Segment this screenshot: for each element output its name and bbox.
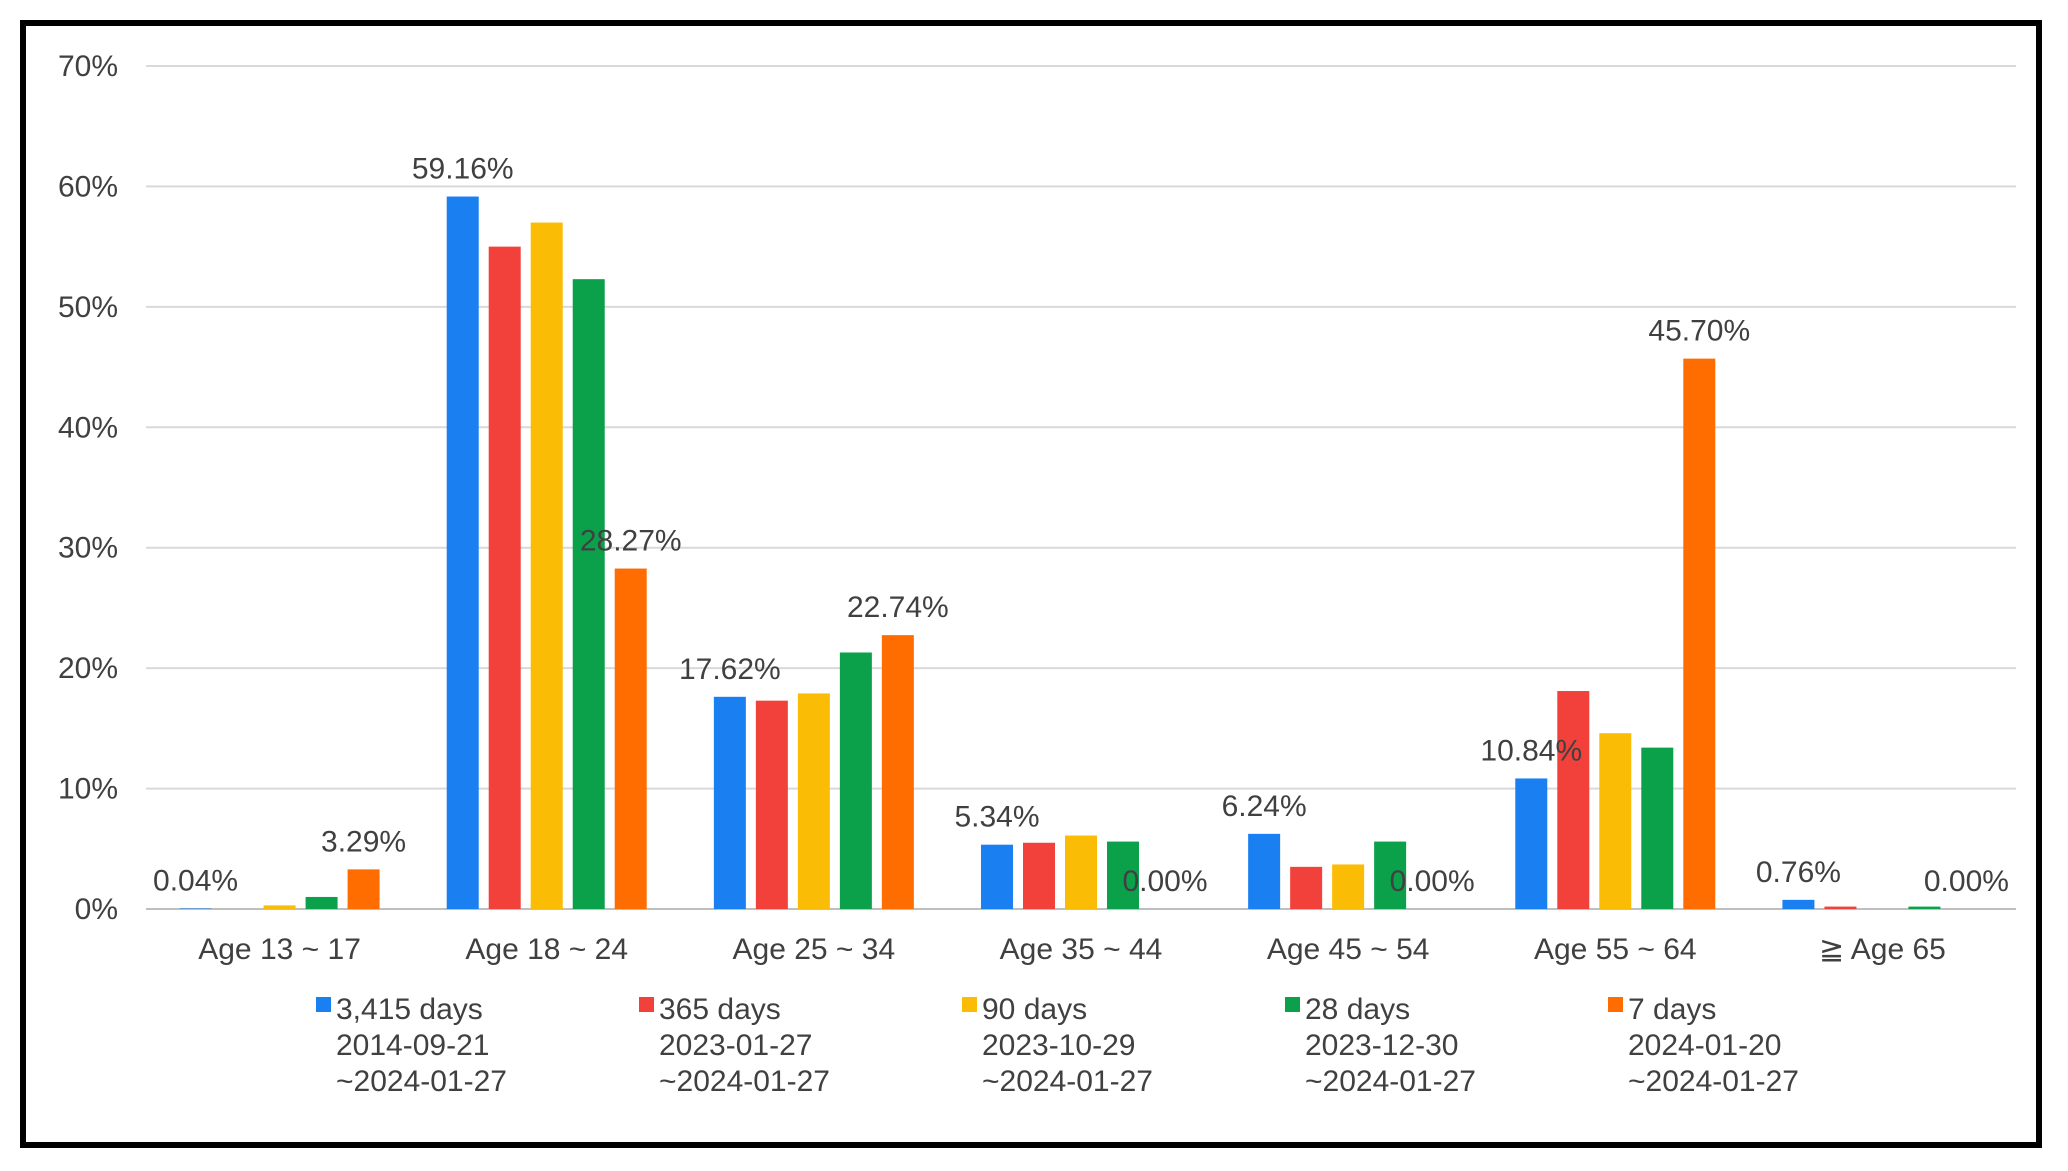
legend-swatch	[1608, 997, 1623, 1012]
data-label: 5.34%	[954, 801, 1039, 834]
data-label: 3.29%	[321, 825, 406, 858]
bar	[1107, 841, 1139, 909]
data-label: 0.00%	[1122, 865, 1207, 898]
y-tick-label: 10%	[58, 773, 118, 806]
bar	[1908, 906, 1941, 909]
bar	[797, 693, 830, 909]
category-label: Age 55 ~ 64	[1534, 933, 1697, 966]
data-label: 28.27%	[580, 525, 682, 558]
bar	[1557, 691, 1590, 909]
bar	[839, 652, 872, 909]
gridlines	[146, 65, 2016, 910]
y-tick-label: 60%	[58, 170, 118, 203]
data-label: 0.00%	[1924, 865, 2009, 898]
category-label: ≧ Age 65	[1819, 933, 1946, 966]
y-tick-label: 30%	[58, 532, 118, 565]
bars	[179, 196, 1941, 910]
data-label: 17.62%	[679, 653, 781, 686]
data-labels: 0.04% 3.29% 59.16% 28.27% 17.62% 22.74% 5.34% 0…	[153, 153, 2009, 898]
bar	[1332, 864, 1365, 909]
legend-label: 2023-12-30	[1305, 1029, 1458, 1062]
category-label: Age 45 ~ 54	[1267, 933, 1430, 966]
bar	[488, 246, 521, 910]
category-label: Age 25 ~ 34	[733, 933, 896, 966]
legend-label: 365 days	[659, 993, 781, 1026]
bar	[1248, 833, 1281, 909]
bar	[1782, 899, 1815, 909]
bar	[1599, 733, 1632, 909]
legend-swatch	[962, 997, 977, 1012]
bar	[1290, 866, 1323, 909]
bar	[755, 700, 788, 909]
bar	[1683, 358, 1716, 909]
legend-label: ~2024-01-27	[336, 1065, 507, 1098]
legend-label: ~2024-01-27	[1628, 1065, 1799, 1098]
y-tick-label: 50%	[58, 291, 118, 324]
bar	[263, 905, 296, 909]
category-label: Age 35 ~ 44	[1000, 933, 1163, 966]
bar	[1023, 842, 1055, 909]
bar	[614, 568, 647, 909]
legend-label: ~2024-01-27	[659, 1065, 830, 1098]
legend-swatch	[639, 997, 654, 1012]
bar	[1641, 747, 1674, 909]
bar	[1374, 841, 1407, 909]
data-label: 0.00%	[1390, 865, 1475, 898]
bar	[305, 896, 338, 909]
data-label: 59.16%	[412, 153, 514, 186]
legend-label: 2023-10-29	[982, 1029, 1135, 1062]
y-tick-label: 0%	[75, 893, 118, 926]
legend-label: 3,415 days	[336, 993, 483, 1026]
bar	[1824, 906, 1857, 909]
y-axis-ticks: 0% 10% 20% 30% 40% 50% 60% 70%	[58, 50, 118, 926]
bar	[572, 279, 605, 909]
legend-swatch	[1285, 997, 1300, 1012]
bar	[530, 222, 563, 910]
data-label: 6.24%	[1222, 790, 1307, 823]
bar-chart: 0% 10% 20% 30% 40% 50% 60% 70% 0.04% 3.29% 59.16%…	[58, 50, 2016, 1098]
bar	[1515, 778, 1548, 909]
category-axis: Age 13 ~ 17 Age 18 ~ 24 Age 25 ~ 34 Age 35 …	[198, 933, 1946, 966]
bar	[1065, 835, 1097, 909]
chart-frame: 0% 10% 20% 30% 40% 50% 60% 70% 0.04% 3.29% 59.16%…	[20, 20, 2042, 1148]
bar	[981, 844, 1013, 909]
legend-label: 2024-01-20	[1628, 1029, 1781, 1062]
legend-label: 2014-09-21	[336, 1029, 489, 1062]
bar	[881, 635, 914, 909]
bar	[713, 696, 746, 909]
y-tick-label: 20%	[58, 652, 118, 685]
y-tick-label: 40%	[58, 411, 118, 444]
legend-label: 28 days	[1305, 993, 1410, 1026]
legend-label: ~2024-01-27	[982, 1065, 1153, 1098]
data-label: 45.70%	[1648, 315, 1750, 348]
data-label: 0.76%	[1756, 856, 1841, 889]
legend-label: ~2024-01-27	[1305, 1065, 1476, 1098]
legend-label: 7 days	[1628, 993, 1716, 1026]
legend-label: 90 days	[982, 993, 1087, 1026]
bar	[347, 869, 380, 909]
legend-swatch	[316, 997, 331, 1012]
data-label: 0.04%	[153, 865, 238, 898]
legend-label: 2023-01-27	[659, 1029, 812, 1062]
data-label: 10.84%	[1480, 734, 1582, 767]
category-label: Age 18 ~ 24	[465, 933, 628, 966]
data-label: 22.74%	[847, 591, 949, 624]
y-tick-label: 70%	[58, 50, 118, 83]
category-label: Age 13 ~ 17	[198, 933, 361, 966]
bar	[446, 196, 479, 910]
